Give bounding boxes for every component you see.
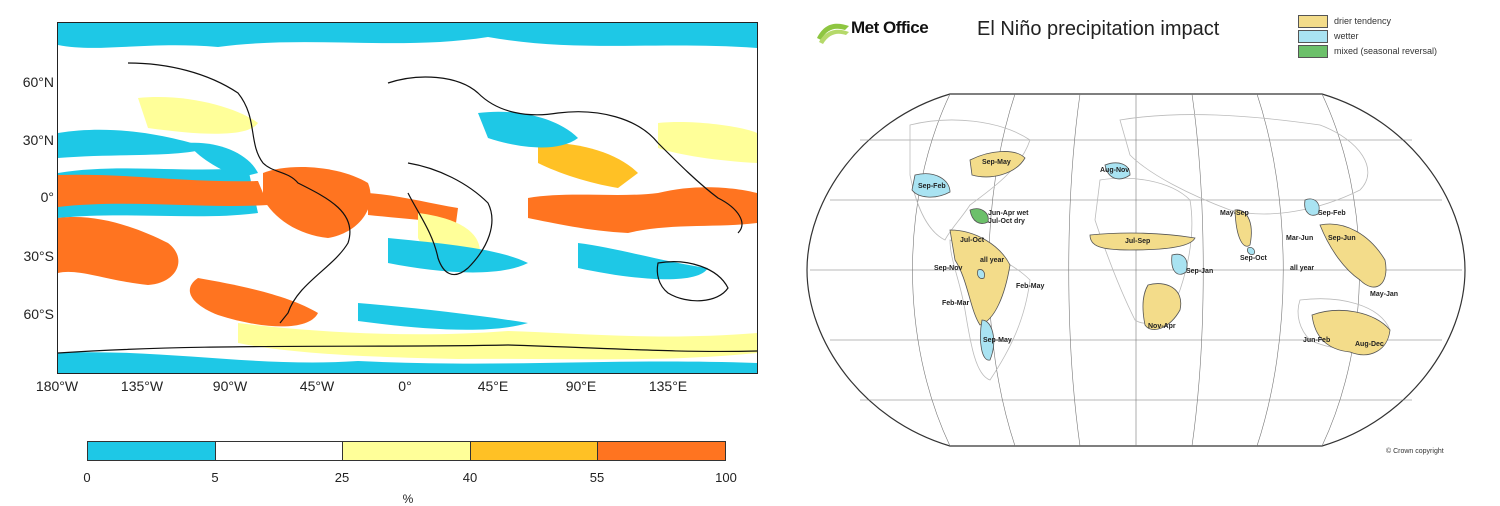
copyright-notice: © Crown copyright bbox=[1386, 448, 1444, 455]
region-label: Feb-Mar bbox=[942, 300, 970, 307]
impact-map: Sep-May Sep-Feb Jun-Apr wet Jul-Oct dry … bbox=[806, 93, 1466, 447]
lat-label: 0° bbox=[40, 189, 54, 205]
lon-label: 180°W bbox=[35, 378, 79, 394]
wetter-region bbox=[1247, 247, 1255, 255]
lon-label: 45°E bbox=[477, 378, 509, 394]
drier-region bbox=[1089, 232, 1196, 251]
cyan-region bbox=[388, 238, 528, 273]
drier-region bbox=[1311, 310, 1391, 356]
region-label: Sep-Jun bbox=[1328, 235, 1356, 242]
coastlines bbox=[58, 62, 757, 354]
lon-label: 90°W bbox=[212, 378, 248, 394]
region-label: Jul-Oct dry bbox=[988, 218, 1025, 225]
region-label: Aug-Nov bbox=[1100, 167, 1129, 174]
colorbar-tick: 40 bbox=[462, 470, 478, 485]
region-label: Sep-May bbox=[982, 159, 1011, 166]
yellow-region bbox=[238, 323, 757, 360]
lat-label: 30°S bbox=[23, 248, 54, 264]
colorbar-segment bbox=[470, 442, 599, 460]
drier-region bbox=[1142, 283, 1182, 330]
wetter-region bbox=[1104, 162, 1131, 180]
colorbar-tick: 55 bbox=[589, 470, 605, 485]
region-label: Jul-Sep bbox=[1125, 238, 1150, 245]
region-label: all year bbox=[1290, 265, 1314, 272]
orange-region bbox=[189, 278, 318, 327]
colorbar-tick: 5 bbox=[211, 470, 219, 485]
cyan-region bbox=[58, 352, 757, 373]
legend-label: drier tendency bbox=[1334, 16, 1392, 26]
impact-regions bbox=[911, 151, 1391, 361]
wetter-region bbox=[977, 269, 985, 279]
lon-label: 45°W bbox=[299, 378, 335, 394]
region-label: Sep-Nov bbox=[934, 265, 963, 272]
colorbar-segment bbox=[88, 442, 216, 460]
region-label: Jun-Feb bbox=[1303, 337, 1330, 344]
cyan-region bbox=[188, 142, 258, 178]
orange-region bbox=[58, 217, 179, 285]
drier-region bbox=[1234, 209, 1252, 247]
amber-region bbox=[538, 142, 638, 188]
probability-map-canvas bbox=[58, 23, 757, 373]
region-label: Sep-Jan bbox=[1186, 268, 1213, 275]
legend-swatch-drier bbox=[1298, 15, 1328, 28]
colorbar-segment bbox=[215, 442, 344, 460]
region-label: Sep-May bbox=[983, 337, 1012, 344]
met-office-logo-text: Met Office bbox=[851, 18, 929, 37]
region-label: Aug-Dec bbox=[1355, 341, 1384, 348]
region-label: May-Sep bbox=[1220, 210, 1249, 217]
region-labels: Sep-May Sep-Feb Jun-Apr wet Jul-Oct dry … bbox=[918, 159, 1398, 348]
mixed-region bbox=[969, 208, 989, 224]
legend-swatch-wetter bbox=[1298, 30, 1328, 43]
lat-label: 60°S bbox=[23, 306, 54, 322]
cyan-region bbox=[578, 243, 708, 280]
drier-region bbox=[969, 151, 1026, 178]
lon-label: 90°E bbox=[565, 378, 597, 394]
orange-region bbox=[528, 187, 757, 233]
lat-label: 30°N bbox=[22, 132, 54, 148]
legend-label: wetter bbox=[1334, 31, 1359, 41]
region-label: Jun-Apr wet bbox=[988, 210, 1029, 217]
map-title: El Niño precipitation impact bbox=[977, 18, 1220, 40]
colorbar bbox=[87, 441, 726, 461]
region-label: Sep-Oct bbox=[1240, 255, 1268, 262]
legend-label: mixed (seasonal reversal) bbox=[1334, 46, 1438, 56]
lon-label: 0° bbox=[398, 378, 412, 394]
wetter-region bbox=[1304, 198, 1320, 216]
region-label: Mar-Jun bbox=[1286, 235, 1313, 242]
cyan-region bbox=[58, 129, 208, 158]
colorbar-segment bbox=[598, 442, 725, 460]
region-label: Nov-Apr bbox=[1148, 323, 1176, 330]
orange-region bbox=[368, 193, 458, 223]
lon-label: 135°W bbox=[120, 378, 164, 394]
yellow-region bbox=[138, 97, 258, 134]
region-label: Feb-May bbox=[1016, 283, 1045, 290]
colorbar-tick: 25 bbox=[334, 470, 350, 485]
region-label: Jul-Oct bbox=[960, 237, 985, 244]
colorbar-tick: 0 bbox=[83, 470, 91, 485]
colorbar-unit: % bbox=[402, 492, 414, 506]
probability-map bbox=[57, 22, 758, 374]
region-label: Sep-Feb bbox=[918, 183, 946, 190]
wetter-region bbox=[911, 173, 951, 198]
orange-region bbox=[58, 174, 268, 207]
colorbar-segment bbox=[343, 442, 471, 460]
region-label: all year bbox=[980, 257, 1004, 264]
yellow-region bbox=[658, 122, 757, 163]
cyan-region bbox=[58, 23, 757, 48]
legend-swatch-mixed bbox=[1298, 45, 1328, 58]
met-office-logo-icon bbox=[817, 23, 849, 44]
orange-region bbox=[263, 167, 371, 238]
region-label: Sep-Feb bbox=[1318, 210, 1346, 217]
drier-region bbox=[1319, 223, 1387, 288]
lon-label: 135°E bbox=[648, 378, 688, 394]
lat-label: 60°N bbox=[22, 74, 54, 90]
region-label: May-Jan bbox=[1370, 291, 1398, 298]
cyan-region bbox=[358, 303, 528, 330]
wetter-region bbox=[980, 319, 995, 361]
colorbar-tick: 100 bbox=[715, 470, 737, 485]
cyan-region bbox=[478, 111, 578, 148]
wetter-region bbox=[1171, 253, 1188, 275]
